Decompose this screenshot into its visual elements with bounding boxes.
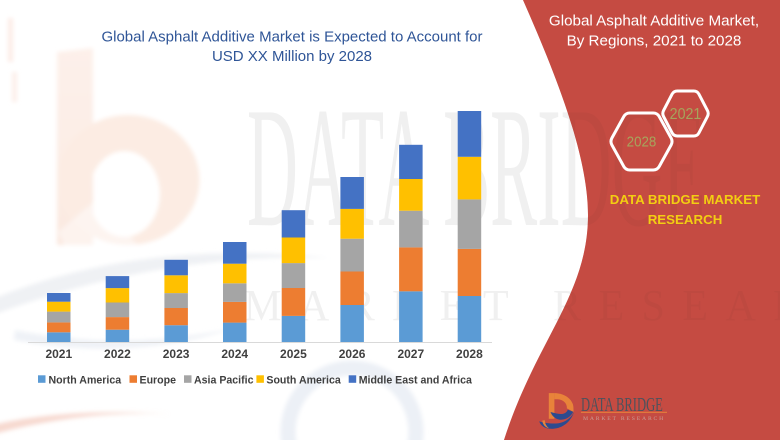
- svg-text:2026: 2026: [339, 347, 366, 361]
- svg-text:Global Asphalt Additive Market: Global Asphalt Additive Market,: [549, 13, 759, 30]
- svg-text:Asia Pacific: Asia Pacific: [194, 375, 254, 387]
- svg-text:Global Asphalt Additive Market: Global Asphalt Additive Market is Expect…: [101, 28, 482, 45]
- svg-text:2024: 2024: [221, 347, 248, 361]
- svg-text:North America: North America: [49, 375, 122, 387]
- svg-text:Middle East and Africa: Middle East and Africa: [359, 375, 472, 387]
- svg-text:DATA BRIDGE: DATA BRIDGE: [581, 393, 663, 416]
- svg-text:2021: 2021: [670, 107, 702, 124]
- svg-text:2021: 2021: [45, 347, 72, 361]
- svg-text:2025: 2025: [280, 347, 307, 361]
- svg-text:2028: 2028: [627, 133, 657, 150]
- svg-text:DATA BRIDGE MARKET: DATA BRIDGE MARKET: [610, 192, 760, 207]
- svg-text:RESEARCH: RESEARCH: [648, 212, 723, 227]
- svg-text:2023: 2023: [163, 347, 190, 361]
- svg-text:MARKET RESEARCH: MARKET RESEARCH: [583, 416, 665, 422]
- svg-text:MARKET RESEARCH: MARKET RESEARCH: [244, 282, 780, 330]
- svg-text:2022: 2022: [104, 347, 131, 361]
- svg-text:By Regions, 2021 to 2028: By Regions, 2021 to 2028: [567, 33, 742, 50]
- svg-text:South America: South America: [266, 375, 340, 387]
- svg-text:USD XX Million by 2028: USD XX Million by 2028: [212, 48, 372, 65]
- svg-text:Europe: Europe: [140, 375, 177, 387]
- svg-text:2027: 2027: [397, 347, 424, 361]
- svg-text:2028: 2028: [456, 347, 483, 361]
